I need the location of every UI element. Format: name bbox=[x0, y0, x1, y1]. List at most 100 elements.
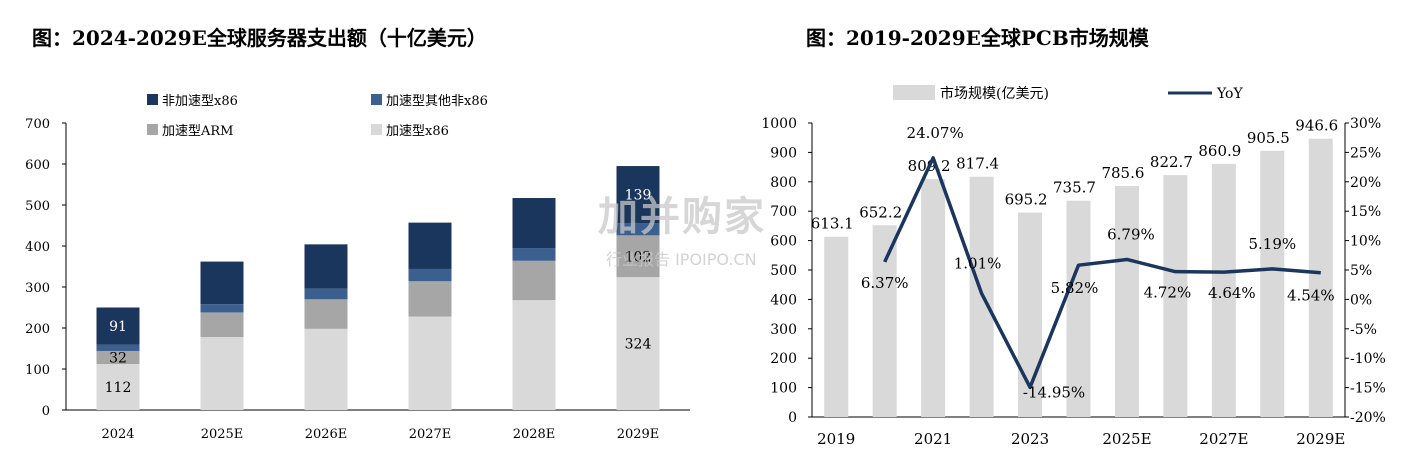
x-tick-label: 2029E bbox=[1296, 430, 1345, 448]
yoy-label: 5.19% bbox=[1248, 235, 1296, 253]
bar-2027E-series-1 bbox=[408, 281, 452, 317]
bar-2024-series-2 bbox=[96, 344, 140, 351]
right-y-tick-label: 25% bbox=[1350, 145, 1381, 161]
y-tick-label: 500 bbox=[25, 199, 50, 214]
watermark-subtext: 行业报告 IPOIPO.CN bbox=[606, 250, 757, 269]
legend-label-3: 非加速型x86 bbox=[162, 94, 238, 109]
bar-2020 bbox=[872, 225, 897, 417]
server-spending-chart: 非加速型x86 加速型其他非x86 加速型ARM 加速型x86 0 100 200 300 40… bbox=[25, 94, 690, 442]
bar-2026E bbox=[1163, 175, 1188, 417]
data-label: 102 bbox=[625, 249, 652, 265]
right-y-tick-label: -20% bbox=[1350, 410, 1386, 426]
bar-value-label: 817.4 bbox=[956, 155, 999, 173]
yoy-line bbox=[883, 156, 1321, 390]
yoy-label: 6.79% bbox=[1107, 225, 1155, 243]
data-label: 91 bbox=[109, 319, 127, 335]
watermark-logo-text: 加并购家 bbox=[598, 194, 766, 240]
bar-2027E-series-0 bbox=[408, 316, 452, 410]
x-tick-label: 2024 bbox=[101, 427, 134, 442]
bar-2029E-series-2 bbox=[616, 223, 660, 236]
x-tick-label: 2027E bbox=[1199, 430, 1248, 448]
legend-swatch-bar bbox=[893, 85, 935, 100]
bar-2029E-series-1 bbox=[616, 235, 660, 278]
x-tick-label: 2029E bbox=[617, 427, 660, 442]
bar-2029E bbox=[1308, 138, 1333, 418]
bar-2027E-series-3 bbox=[408, 222, 452, 269]
bar-2023 bbox=[1018, 212, 1043, 417]
left-y-tick-label: 800 bbox=[770, 175, 797, 191]
bar-2027E-series-2 bbox=[408, 268, 452, 282]
right-y-tick-label: 5% bbox=[1350, 263, 1372, 279]
bar-value-label: 613.1 bbox=[811, 215, 854, 233]
y-tick-label: 100 bbox=[25, 363, 50, 378]
yoy-label: 4.72% bbox=[1144, 284, 1192, 302]
legend-label-line: YoY bbox=[1216, 86, 1243, 102]
bar-2019 bbox=[824, 236, 849, 417]
bar-value-label: 905.5 bbox=[1247, 129, 1290, 147]
y-tick-label: 400 bbox=[25, 240, 50, 255]
x-tick-label: 2021 bbox=[914, 430, 952, 448]
bar-2028E-series-0 bbox=[512, 300, 556, 410]
bar-2028E-series-2 bbox=[512, 248, 556, 261]
left-y-tick-label: 700 bbox=[770, 204, 797, 220]
right-chart-title: 图：2019-2029E全球PCB市场规模 bbox=[806, 26, 1149, 50]
bar-value-label: 860.9 bbox=[1198, 142, 1241, 160]
bar-2026E-series-1 bbox=[304, 299, 348, 329]
right-y-tick-label: -5% bbox=[1350, 322, 1377, 338]
y-tick-label: 300 bbox=[25, 281, 50, 296]
bar-value-label: 822.7 bbox=[1150, 153, 1193, 171]
bar-value-label: 652.2 bbox=[859, 203, 902, 221]
legend-swatch-0 bbox=[371, 124, 382, 135]
x-tick-label: 2019 bbox=[817, 430, 855, 448]
bar-2029E-series-0 bbox=[616, 277, 660, 410]
left-y-tick-label: 0 bbox=[788, 410, 797, 426]
x-tick-label: 2028E bbox=[513, 427, 556, 442]
left-y-tick-label: 500 bbox=[770, 263, 797, 279]
legend-label-1: 加速型ARM bbox=[162, 124, 234, 139]
bar-2028E-series-3 bbox=[512, 198, 556, 249]
yoy-label: 4.54% bbox=[1287, 287, 1335, 305]
legend-swatch-2 bbox=[371, 94, 382, 105]
bar-2021 bbox=[921, 179, 946, 417]
legend-swatch-3 bbox=[147, 94, 158, 105]
x-tick-label: 2027E bbox=[409, 427, 452, 442]
bar-2026E-series-2 bbox=[304, 288, 348, 300]
left-y-tick-label: 300 bbox=[770, 322, 797, 338]
yoy-label: 1.01% bbox=[954, 254, 1002, 272]
left-y-tick-label: 600 bbox=[770, 234, 797, 250]
bar-2026E-series-3 bbox=[304, 244, 348, 289]
data-label: 112 bbox=[105, 380, 132, 396]
bar-2025E bbox=[1114, 186, 1139, 417]
bar-2024-series-0 bbox=[96, 364, 140, 410]
x-tick-label: 2025E bbox=[1102, 430, 1151, 448]
bar-2025E-series-3 bbox=[200, 261, 244, 305]
legend-label-2: 加速型其他非x86 bbox=[386, 94, 488, 109]
bar-2024-series-3 bbox=[96, 307, 140, 345]
legend-label-0: 加速型x86 bbox=[386, 124, 449, 139]
y-tick-label: 200 bbox=[25, 322, 50, 337]
data-label: 32 bbox=[109, 351, 127, 367]
yoy-label: 24.07% bbox=[907, 124, 964, 142]
yoy-label: 5.82% bbox=[1051, 279, 1099, 297]
bar-2024-series-1 bbox=[96, 350, 140, 365]
x-tick-label: 2023 bbox=[1011, 430, 1049, 448]
bar-2024 bbox=[1066, 200, 1091, 417]
bar-value-label: 735.7 bbox=[1053, 179, 1096, 197]
bar-value-label: 785.6 bbox=[1101, 164, 1144, 182]
left-chart-title: 图：2024-2029E全球服务器支出额（十亿美元） bbox=[32, 26, 487, 50]
right-y-tick-label: 10% bbox=[1350, 234, 1381, 250]
left-y-tick-label: 400 bbox=[770, 292, 797, 308]
yoy-label: 4.64% bbox=[1208, 284, 1256, 302]
left-y-tick-label: 200 bbox=[770, 351, 797, 367]
legend-label-bar: 市场规模(亿美元) bbox=[940, 85, 1049, 102]
y-tick-label: 0 bbox=[42, 404, 50, 419]
right-y-tick-label: 15% bbox=[1350, 204, 1381, 220]
y-tick-label: 600 bbox=[25, 158, 50, 173]
bar-2025E-series-1 bbox=[200, 312, 244, 338]
right-y-tick-label: 30% bbox=[1350, 116, 1381, 132]
right-y-tick-label: -10% bbox=[1350, 351, 1386, 367]
bar-2025E-series-0 bbox=[200, 337, 244, 410]
bar-2029E-series-3 bbox=[616, 166, 660, 224]
left-y-tick-label: 1000 bbox=[761, 116, 797, 132]
